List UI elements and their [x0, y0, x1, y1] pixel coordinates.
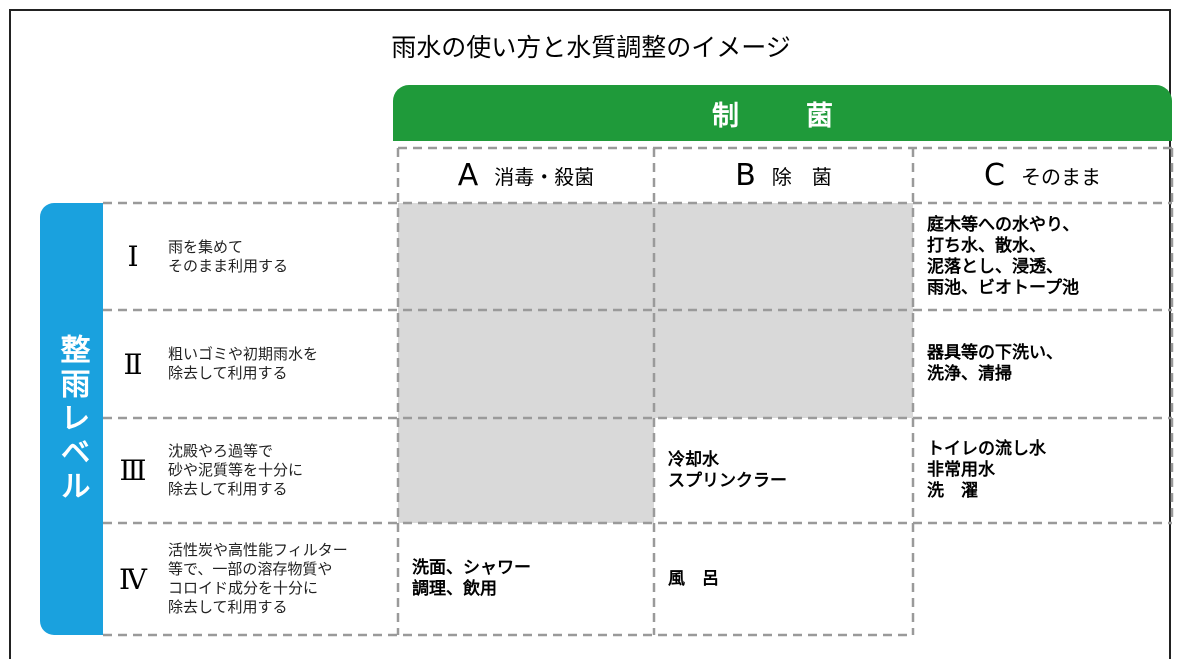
usage-line: 雨池、ビオトープ池: [927, 277, 1079, 298]
header-bar: 制 菌: [393, 85, 1172, 141]
description-line: 除去して利用する: [168, 598, 288, 616]
usage-line: 庭木等への水やり、: [927, 214, 1080, 235]
level-description: 活性炭や高性能フィルター 等で、一部の溶存物質や コロイド成分を十分に 除去して利用す…: [168, 523, 398, 635]
description-line: 活性炭や高性能フィルター: [168, 541, 348, 559]
column-letter: C: [984, 158, 1005, 193]
title: 雨水の使い方と水質調整のイメージ: [391, 33, 791, 62]
usage-line: 風 呂: [668, 568, 719, 589]
level-description: 沈殿やろ過等で 砂や泥質等を十分に 除去して利用する: [168, 418, 398, 523]
usage-line: 調理、飲用: [412, 579, 497, 599]
usage-line: 冷却水: [668, 449, 719, 470]
description-line: コロイド成分を十分に: [168, 579, 319, 597]
description-line: 粗いゴミや初期雨水を: [168, 345, 319, 363]
column-header: A 消毒・殺菌: [398, 148, 654, 203]
usage-line: 打ち水、散水、: [927, 235, 1046, 256]
usage-line: 洗面、シャワー: [412, 558, 531, 578]
usage-line: スプリンクラー: [668, 470, 787, 491]
gray-cell: [398, 310, 654, 418]
level-description: 雨を集めて そのまま利用する: [168, 203, 398, 310]
usage-cell: 風 呂: [654, 523, 913, 635]
usage-line: 器具等の下洗い、: [927, 343, 1063, 363]
usage-cell: トイレの流し水 非常用水洗 濯: [913, 418, 1172, 523]
description-line: 雨を集めて: [168, 237, 244, 256]
header: 制 菌: [712, 100, 853, 132]
description-line: 等で、一部の溶存物質や: [168, 560, 333, 578]
gray-cell: [398, 418, 654, 523]
level-numeral: Ⅲ: [119, 454, 147, 487]
column-label: 消毒・殺菌: [494, 165, 595, 189]
description-line: 沈殿やろ過等で: [168, 442, 274, 460]
usage-cell: 庭木等への水やり、 打ち水、散水、 泥落とし、浸透、 雨池、ビオトープ池: [913, 203, 1172, 310]
usage-line: 泥落とし、浸透、: [927, 256, 1063, 277]
gray-cell: [654, 310, 913, 418]
usage-line: 洗浄、清掃: [927, 364, 1012, 384]
side-label: 整雨レベル: [54, 334, 90, 504]
column-label: そのまま: [1020, 165, 1101, 189]
level-numeral: Ⅳ: [119, 562, 147, 596]
gray-cell: [654, 203, 913, 310]
column-letter: A: [457, 158, 479, 193]
usage-cell: 器具等の下洗い、 洗浄、清掃: [913, 310, 1172, 418]
frame: [9, 9, 1171, 659]
description-line: 除去して利用する: [168, 364, 288, 382]
side-bar: 整雨レベル: [40, 203, 103, 635]
level-description: 粗いゴミや初期雨水を 除去して利用する: [168, 310, 398, 418]
usage-line: トイレの流し水: [927, 439, 1046, 459]
level-numeral: Ⅰ: [127, 240, 139, 273]
description-line: 除去して利用する: [168, 480, 288, 498]
column-header: C そのまま: [913, 148, 1172, 203]
usage-line: 洗 濯: [927, 481, 978, 501]
usage-cell: 洗面、シャワー 調理、飲用: [398, 523, 654, 635]
usage-line: 非常用水: [927, 460, 995, 480]
level-numeral: Ⅱ: [123, 347, 143, 381]
column-label: 除 菌: [771, 165, 832, 189]
description-line: そのまま利用する: [168, 256, 289, 275]
gray-cell: [398, 203, 654, 310]
description-line: 砂や泥質等を十分に: [168, 461, 304, 479]
column-letter: B: [735, 158, 756, 193]
usage-cell: 冷却水 スプリンクラー: [654, 418, 913, 523]
